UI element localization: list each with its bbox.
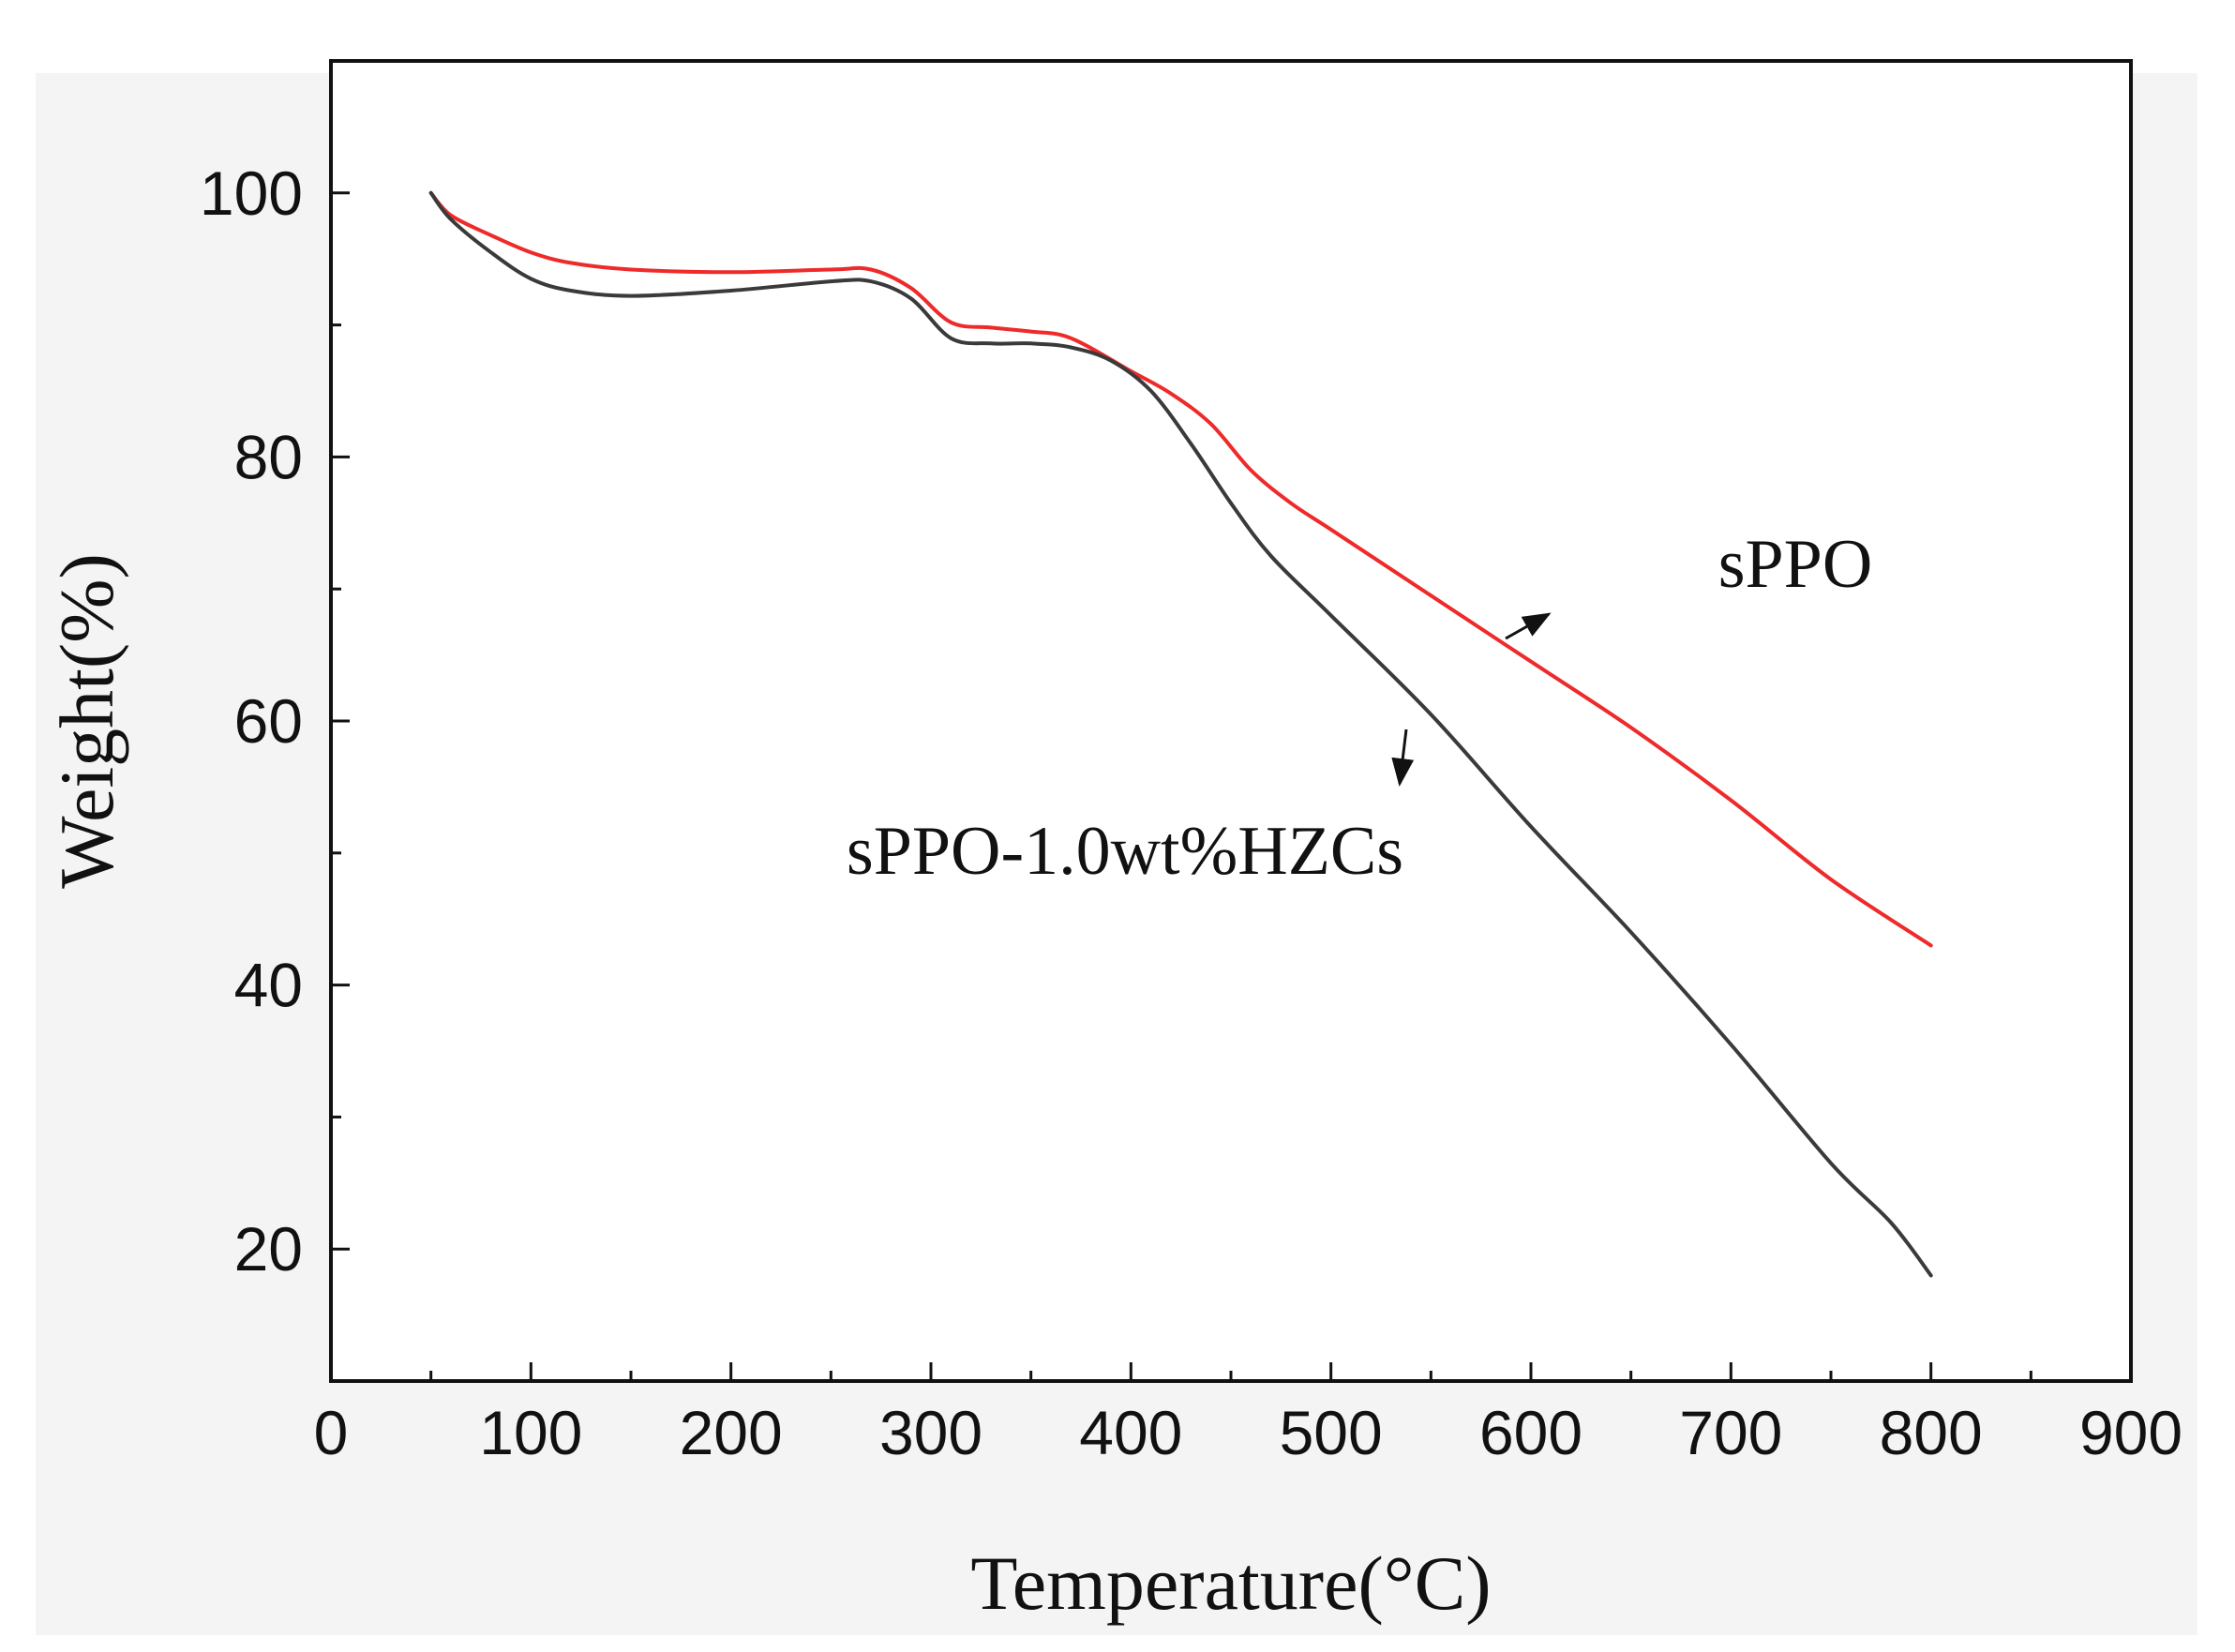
series-line-sppo-hzcs: [428, 190, 1933, 1278]
x-tick-label: 100: [479, 1398, 582, 1467]
series-layer: [428, 190, 1933, 1278]
x-tick-label: 0: [314, 1398, 349, 1467]
y-tick-label: 100: [200, 158, 303, 228]
x-tick-label: 300: [879, 1398, 982, 1467]
x-axis: 0 100 200 300 400 500 600 700 800 900: [314, 1362, 2182, 1467]
x-tick-label: 600: [1479, 1398, 1582, 1467]
x-tick-label: 400: [1079, 1398, 1182, 1467]
x-axis-title: Temperature(°C): [970, 1540, 1491, 1626]
x-tick-label: 200: [680, 1398, 783, 1467]
x-tick-label: 700: [1679, 1398, 1782, 1467]
y-axis-title: Weight(%): [44, 553, 129, 889]
y-tick-label: 40: [234, 951, 303, 1020]
y-tick-label: 80: [234, 422, 303, 491]
annotation-sppo-hzcs-arrow: [1391, 728, 1415, 787]
x-tick-label: 800: [1880, 1398, 1983, 1467]
x-tick-label: 900: [2079, 1398, 2182, 1467]
annotation-sppo-arrow: [1505, 612, 1552, 640]
x-tick-label: 500: [1280, 1398, 1383, 1467]
series-line-sppo: [428, 190, 1933, 948]
plot-area: [329, 59, 2133, 1383]
annotation-sppo: sPPO: [1718, 526, 1873, 603]
annotation-sppo-hzcs: sPPO-1.0wt%HZCs: [847, 813, 1403, 890]
y-tick-label: 60: [234, 686, 303, 756]
y-tick-label: 20: [234, 1214, 303, 1284]
y-axis: 20 40 60 80 100: [200, 158, 350, 1284]
